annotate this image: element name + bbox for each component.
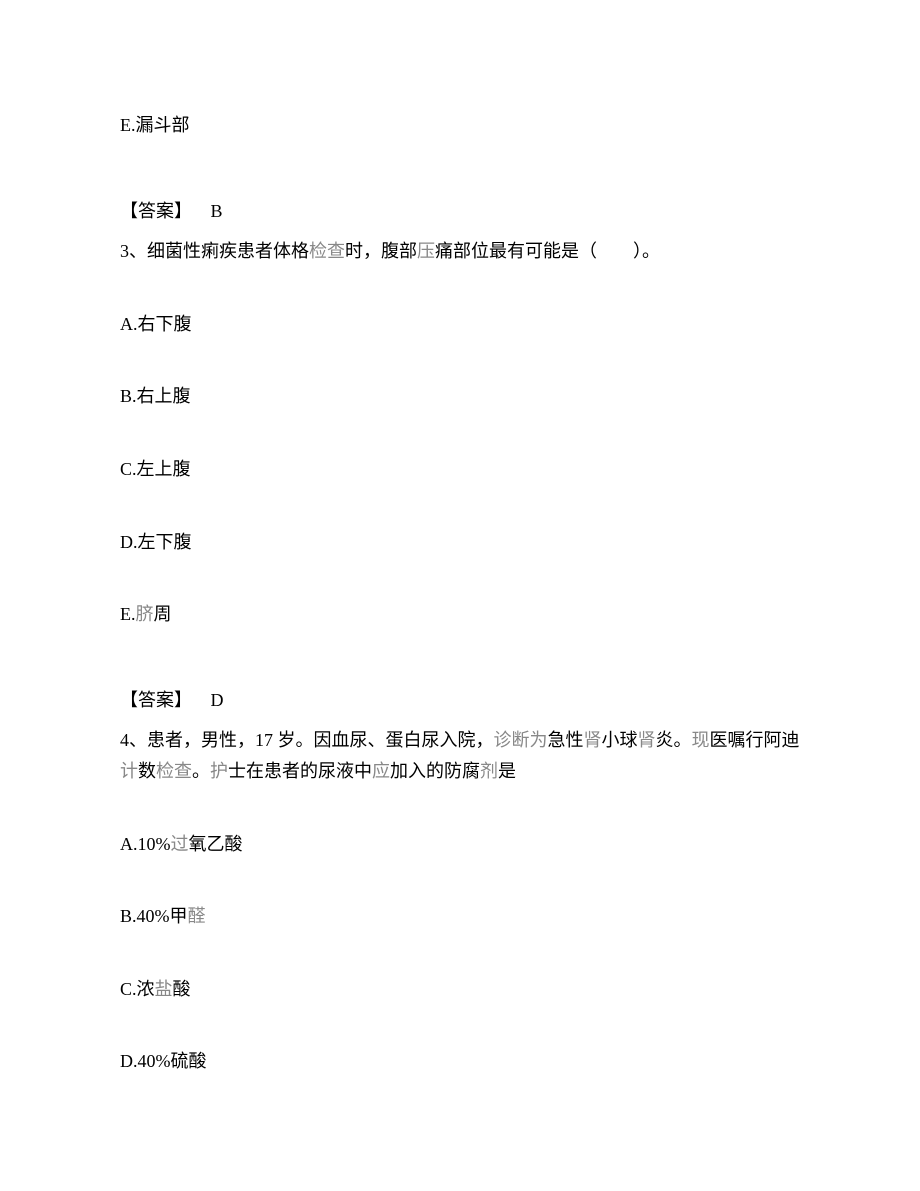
question-text: 加入的防腐 xyxy=(390,761,480,781)
question-3: 3、细菌性痢疾患者体格检查时，腹部压痛部位最有可能是（ ）。 xyxy=(120,236,800,267)
question-text: 肾 xyxy=(584,730,602,750)
question-text: 数 xyxy=(138,761,156,781)
answer-block-q3: 【答案】 D xyxy=(120,685,800,716)
option-text: 醛 xyxy=(188,906,206,926)
question-text: 医嘱行阿迪 xyxy=(710,730,800,750)
question-text: 士在患者的尿液中 xyxy=(228,761,372,781)
option-text: 酸 xyxy=(173,979,191,999)
question-text: 诊断为 xyxy=(494,730,548,750)
question-text: 急性 xyxy=(548,730,584,750)
question-text: 现 xyxy=(692,730,710,750)
question-text: 检查 xyxy=(156,761,192,781)
option-text: E. xyxy=(120,604,136,624)
question-text: 炎。 xyxy=(656,730,692,750)
question-text: 是 xyxy=(498,761,516,781)
answer-label: 【答案】 xyxy=(120,690,192,710)
answer-value: D xyxy=(211,690,224,710)
question-text: 压 xyxy=(417,241,435,261)
option-text: A.10% xyxy=(120,834,171,854)
option-text: 周 xyxy=(154,604,172,624)
q4-option-d: D.40%硫酸 xyxy=(120,1046,800,1077)
q3-option-e: E.脐周 xyxy=(120,599,800,630)
option-text: 脐 xyxy=(136,604,154,624)
q4-option-c: C.浓盐酸 xyxy=(120,974,800,1005)
q4-option-a: A.10%过氧乙酸 xyxy=(120,829,800,860)
question-text: 应 xyxy=(372,761,390,781)
answer-value: B xyxy=(211,201,223,221)
question-4: 4、患者，男性，17 岁。因血尿、蛋白尿入院，诊断为急性肾小球肾炎。现医嘱行阿迪… xyxy=(120,725,800,786)
q3-option-d: D.左下腹 xyxy=(120,527,800,558)
prev-option-e: E.漏斗部 xyxy=(120,110,800,141)
answer-label: 【答案】 xyxy=(120,201,192,221)
question-text: 肾 xyxy=(638,730,656,750)
question-number: 4、 xyxy=(120,730,147,750)
page: E.漏斗部 【答案】 B 3、细菌性痢疾患者体格检查时，腹部压痛部位最有可能是（… xyxy=(0,0,920,1191)
option-text: 过 xyxy=(171,834,189,854)
answer-block-prev: 【答案】 B xyxy=(120,196,800,227)
option-text: 氧乙酸 xyxy=(189,834,243,854)
question-text: 痛部位最有可能是（ ）。 xyxy=(435,241,660,261)
question-text: 计 xyxy=(120,761,138,781)
q4-option-b: B.40%甲醛 xyxy=(120,901,800,932)
question-text: 检查 xyxy=(309,241,345,261)
option-text: 盐 xyxy=(155,979,173,999)
question-text: 。 xyxy=(192,761,210,781)
q3-option-a: A.右下腹 xyxy=(120,309,800,340)
question-text: 时，腹部 xyxy=(345,241,417,261)
option-text: B.40%甲 xyxy=(120,906,188,926)
question-text: 护 xyxy=(210,761,228,781)
question-text: 小球 xyxy=(602,730,638,750)
question-text: 剂 xyxy=(480,761,498,781)
question-text: 患者，男性，17 岁。因血尿、蛋白尿入院， xyxy=(147,730,494,750)
q3-option-c: C.左上腹 xyxy=(120,454,800,485)
question-number: 3、 xyxy=(120,241,147,261)
option-text: C.浓 xyxy=(120,979,155,999)
question-text: 细菌性痢疾患者体格 xyxy=(147,241,309,261)
q3-option-b: B.右上腹 xyxy=(120,381,800,412)
